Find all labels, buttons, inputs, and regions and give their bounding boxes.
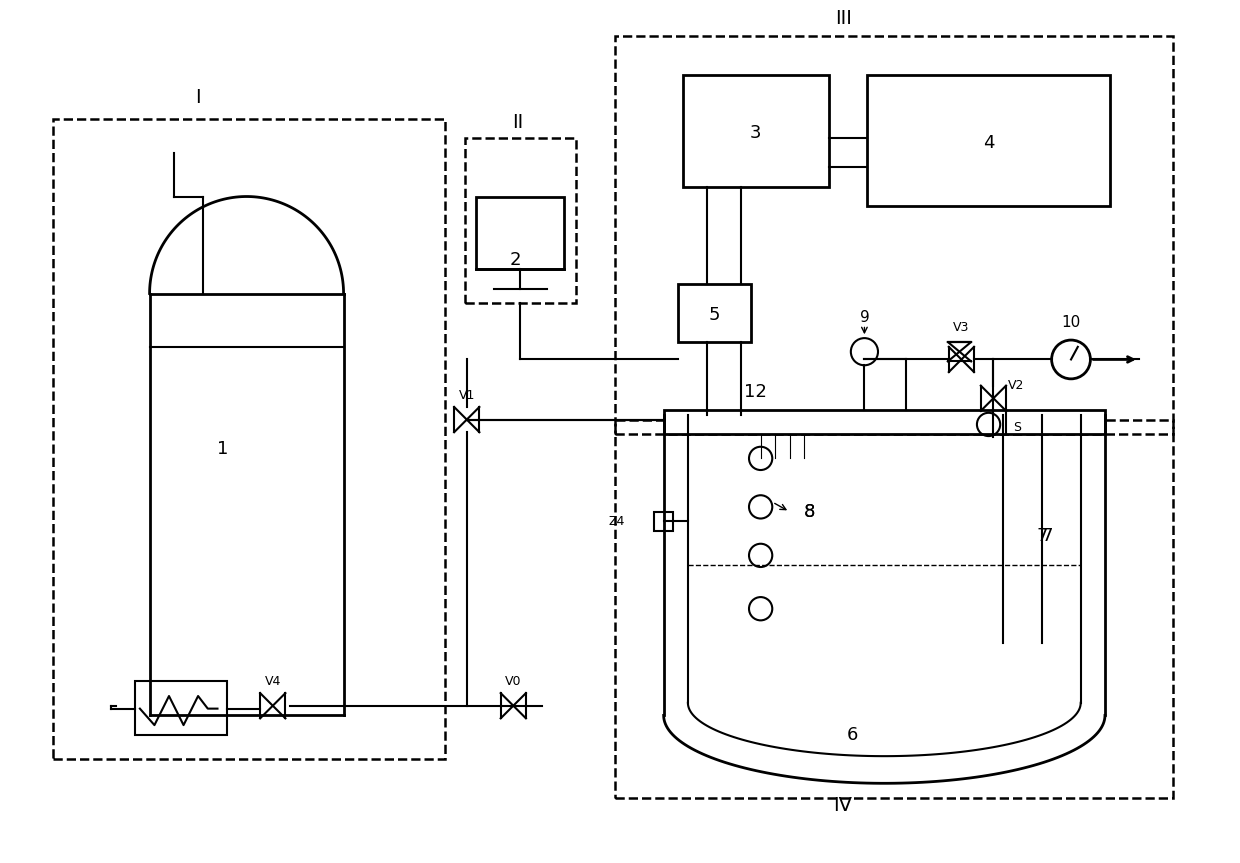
Text: V3: V3: [954, 321, 970, 334]
Text: 8: 8: [804, 503, 815, 520]
Text: V4: V4: [264, 675, 281, 689]
Text: 8: 8: [804, 503, 815, 520]
Text: I: I: [195, 88, 201, 107]
FancyBboxPatch shape: [663, 410, 1105, 434]
Text: 1: 1: [217, 439, 228, 457]
Text: 12: 12: [744, 383, 768, 401]
Text: V0: V0: [505, 675, 522, 689]
Text: 5: 5: [708, 306, 720, 324]
FancyBboxPatch shape: [135, 682, 227, 734]
Text: 10: 10: [1061, 315, 1080, 331]
FancyBboxPatch shape: [867, 75, 1110, 206]
FancyBboxPatch shape: [683, 75, 828, 186]
FancyBboxPatch shape: [476, 197, 564, 269]
FancyBboxPatch shape: [653, 512, 673, 531]
Text: V1: V1: [459, 389, 475, 402]
Text: 4: 4: [983, 134, 994, 152]
Text: S: S: [1013, 421, 1021, 434]
Text: 3: 3: [750, 124, 761, 142]
Text: II: II: [512, 112, 523, 131]
Text: 6: 6: [847, 726, 858, 744]
Text: III: III: [835, 9, 852, 28]
Text: 7: 7: [1042, 527, 1053, 545]
Text: Z4: Z4: [609, 515, 625, 528]
Text: 7: 7: [1037, 527, 1048, 545]
Text: 9: 9: [859, 310, 869, 324]
Text: V2: V2: [1008, 379, 1024, 392]
Text: 2: 2: [510, 250, 521, 268]
FancyBboxPatch shape: [678, 284, 751, 342]
Text: IV: IV: [833, 797, 853, 816]
